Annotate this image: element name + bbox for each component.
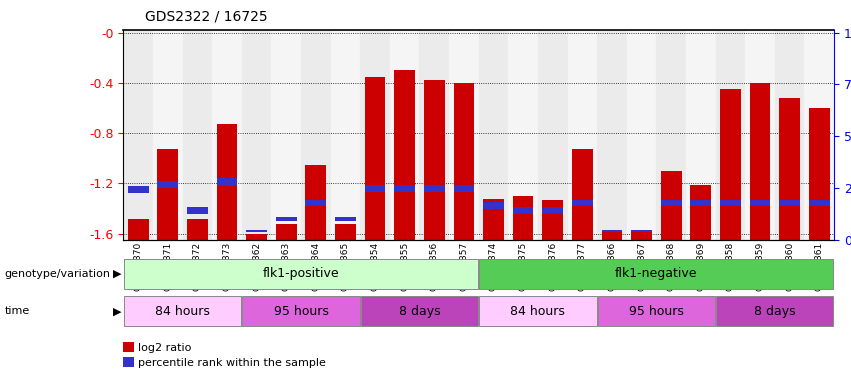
Bar [690, 200, 711, 206]
Bar [513, 196, 534, 240]
Bar [424, 184, 444, 192]
Bar [597, 30, 626, 240]
Bar [365, 184, 386, 192]
Bar [243, 296, 360, 326]
Bar [187, 219, 208, 240]
Bar [128, 186, 149, 194]
Bar [686, 30, 716, 240]
Text: ▶: ▶ [113, 306, 122, 316]
Bar [572, 200, 592, 206]
Text: ▶: ▶ [113, 269, 122, 279]
Bar [271, 30, 301, 240]
Bar [246, 234, 267, 240]
Bar [187, 207, 208, 214]
Bar [572, 150, 592, 240]
Text: percentile rank within the sample: percentile rank within the sample [139, 358, 326, 368]
Bar [212, 30, 242, 240]
Bar [720, 89, 740, 240]
Bar [513, 207, 534, 214]
Bar [183, 30, 212, 240]
Bar [720, 200, 740, 206]
Bar [394, 70, 415, 240]
Bar [717, 296, 833, 326]
Bar [217, 178, 237, 186]
Bar [360, 30, 390, 240]
Text: 84 hours: 84 hours [511, 305, 565, 318]
Bar [656, 30, 686, 240]
Bar [597, 296, 715, 326]
Bar [542, 207, 563, 214]
Bar [390, 30, 420, 240]
Bar [774, 30, 804, 240]
Bar [276, 224, 297, 240]
Text: time: time [4, 306, 30, 316]
Bar [479, 259, 833, 289]
Bar [780, 200, 800, 206]
Bar [454, 184, 474, 192]
Bar [331, 30, 360, 240]
Bar [242, 30, 271, 240]
Bar [424, 80, 444, 240]
Bar [124, 296, 241, 326]
Text: log2 ratio: log2 ratio [139, 343, 191, 353]
Bar [626, 30, 656, 240]
Text: flk1-negative: flk1-negative [615, 267, 698, 280]
Text: GDS2322 / 16725: GDS2322 / 16725 [145, 9, 267, 23]
Bar [602, 230, 622, 232]
Bar [483, 202, 504, 208]
Bar [128, 219, 149, 240]
Bar [602, 230, 622, 240]
Bar [454, 83, 474, 240]
Bar [542, 200, 563, 240]
Bar [479, 296, 597, 326]
Bar [394, 184, 415, 192]
Text: flk1-positive: flk1-positive [263, 267, 340, 280]
Text: 8 days: 8 days [398, 305, 440, 318]
Bar [361, 296, 478, 326]
Bar [690, 184, 711, 240]
Bar [217, 124, 237, 240]
Bar [123, 342, 134, 352]
Bar [420, 30, 449, 240]
Bar [124, 259, 478, 289]
Bar [508, 30, 538, 240]
Bar [538, 30, 568, 240]
Bar [306, 200, 326, 206]
Bar [750, 200, 770, 206]
Bar [716, 30, 745, 240]
Bar [808, 108, 830, 240]
Bar [306, 165, 326, 240]
Bar [365, 76, 386, 240]
Bar [153, 30, 183, 240]
Bar [804, 30, 834, 240]
Text: 84 hours: 84 hours [155, 305, 210, 318]
Bar [157, 150, 178, 240]
Bar [483, 198, 504, 240]
Bar [335, 217, 356, 221]
Bar [276, 217, 297, 221]
Bar [660, 200, 682, 206]
Bar [568, 30, 597, 240]
Text: genotype/variation: genotype/variation [4, 269, 111, 279]
Bar [478, 30, 508, 240]
Bar [745, 30, 774, 240]
Bar [660, 171, 682, 240]
Bar [123, 357, 134, 367]
Bar [808, 200, 830, 206]
Text: 95 hours: 95 hours [629, 305, 683, 318]
Bar [449, 30, 478, 240]
Bar [631, 230, 652, 240]
Bar [301, 30, 331, 240]
Bar [157, 181, 178, 189]
Text: 8 days: 8 days [754, 305, 796, 318]
Bar [123, 30, 153, 240]
Bar [750, 83, 770, 240]
Bar [335, 224, 356, 240]
Text: 95 hours: 95 hours [274, 305, 328, 318]
Bar [246, 230, 267, 232]
Bar [780, 98, 800, 240]
Bar [631, 230, 652, 232]
